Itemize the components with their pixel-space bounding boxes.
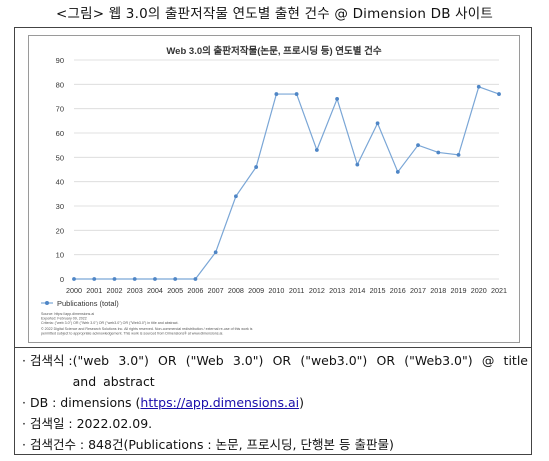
data-point [294, 92, 299, 96]
legend-label: Publications (total) [57, 299, 119, 308]
source-note-line: © 2022 Digital Science and Research Solu… [41, 327, 253, 331]
x-tick-label: 2002 [106, 286, 122, 295]
chart-container: Web 3.0의 출판저작물(논문, 프로시딩 등) 연도별 건수 0 10 20 3… [28, 35, 520, 343]
y-tick-label: 40 [56, 178, 64, 187]
chart-title: Web 3.0의 출판저작물(논문, 프로시딩 등) 연도별 건수 [166, 45, 381, 57]
series-layer [72, 84, 501, 281]
x-tick-label: 2016 [390, 286, 406, 295]
x-tick-label: 2013 [329, 286, 345, 295]
data-point [112, 277, 117, 281]
search-count: · 검색건수 : 848건(Publications : 논문, 프로시딩, 단… [22, 437, 394, 452]
data-point [375, 121, 380, 126]
x-tick-label: 2017 [410, 286, 426, 295]
data-point [476, 84, 481, 89]
x-tick-label: 2018 [430, 286, 446, 295]
y-tick-label: 60 [56, 129, 64, 138]
source-note-line: Criteria: ("web 3.0") OR ("Web 3.0") OR … [41, 321, 179, 325]
y-tick-label: 0 [60, 275, 64, 284]
data-point [254, 165, 259, 169]
query-row: · 검색식 : ("web 3.0") OR ("Web 3.0") OR ("… [22, 350, 528, 392]
x-tick-label: 2003 [127, 286, 143, 295]
x-tick-label: 2006 [187, 286, 203, 295]
data-point [395, 170, 400, 174]
source-note-line: permitted subject to appropriate acknowl… [41, 332, 223, 336]
x-tick-label: 2019 [451, 286, 467, 295]
search-date: · 검색일 : 2022.02.09. [22, 416, 153, 431]
source-note-line: Source: https://app.dimensions.ai [41, 312, 94, 316]
x-tick-label: 2008 [228, 286, 244, 295]
data-point [274, 92, 279, 96]
data-point [213, 250, 218, 255]
x-tick-label: 2001 [86, 286, 102, 295]
data-point [72, 277, 76, 281]
y-tick-label: 80 [56, 80, 64, 89]
search-info: · 검색식 : ("web 3.0") OR ("Web 3.0") OR ("… [22, 350, 528, 455]
query-value: ("web 3.0") OR ("Web 3.0") OR ("web3.0")… [72, 353, 528, 389]
figure-frame [14, 27, 532, 455]
legend-marker [45, 301, 49, 305]
x-axis-ticks: 2000 2001 2002 2003 2004 2005 2006 2007 2008 2009… [66, 286, 507, 295]
line-chart: Web 3.0의 출판저작물(논문, 프로시딩 등) 연도별 건수 0 10 20 3… [41, 45, 507, 336]
data-point [335, 97, 339, 101]
x-tick-label: 2020 [471, 286, 487, 295]
grid-lines [74, 59, 499, 280]
x-tick-label: 2014 [349, 286, 365, 295]
y-tick-label: 90 [56, 56, 64, 65]
legend: Publications (total) [41, 299, 119, 308]
db-label: · DB : dimensions ( [22, 395, 141, 410]
x-tick-label: 2012 [309, 286, 325, 295]
x-tick-label: 2021 [491, 286, 507, 295]
x-tick-label: 2010 [268, 286, 284, 295]
date-row: · 검색일 : 2022.02.09. [22, 413, 528, 434]
data-point [314, 148, 319, 152]
x-tick-label: 2005 [167, 286, 183, 295]
y-tick-label: 10 [56, 251, 64, 260]
data-point [193, 277, 198, 281]
y-tick-label: 20 [56, 226, 64, 235]
source-note: Source: https://app.dimensions.ai Export… [41, 312, 253, 336]
y-axis-ticks: 0 10 20 30 40 50 60 70 80 90 [56, 56, 64, 284]
data-point [173, 277, 178, 281]
x-tick-label: 2009 [248, 286, 264, 295]
x-tick-label: 2011 [289, 286, 304, 295]
data-point [497, 92, 501, 96]
data-point [132, 277, 137, 281]
source-note-line: Exported: February 09, 2022 [41, 317, 87, 321]
x-tick-label: 2000 [66, 286, 82, 295]
data-point [153, 277, 157, 281]
section-divider [14, 347, 532, 348]
series-line [74, 85, 500, 280]
y-tick-label: 30 [56, 202, 64, 211]
x-tick-label: 2004 [147, 286, 163, 295]
data-point [234, 194, 238, 199]
y-tick-label: 50 [56, 153, 64, 162]
x-tick-label: 2015 [370, 286, 386, 295]
count-row: · 검색건수 : 848건(Publications : 논문, 프로시딩, 단… [22, 434, 528, 455]
db-row: · DB : dimensions (https://app.dimension… [22, 392, 528, 413]
x-tick-label: 2007 [208, 286, 224, 295]
figure-caption: <그림> 웹 3.0의 출판저작물 연도별 출현 건수 @ Dimension … [55, 6, 494, 22]
data-point [456, 153, 461, 157]
data-point [92, 277, 97, 281]
db-close: ) [299, 395, 304, 410]
y-tick-label: 70 [56, 105, 64, 114]
query-label: · 검색식 : [22, 353, 73, 368]
data-point [416, 143, 420, 148]
db-link[interactable]: https://app.dimensions.ai [140, 395, 300, 410]
data-point [355, 162, 360, 167]
data-point [436, 150, 441, 155]
